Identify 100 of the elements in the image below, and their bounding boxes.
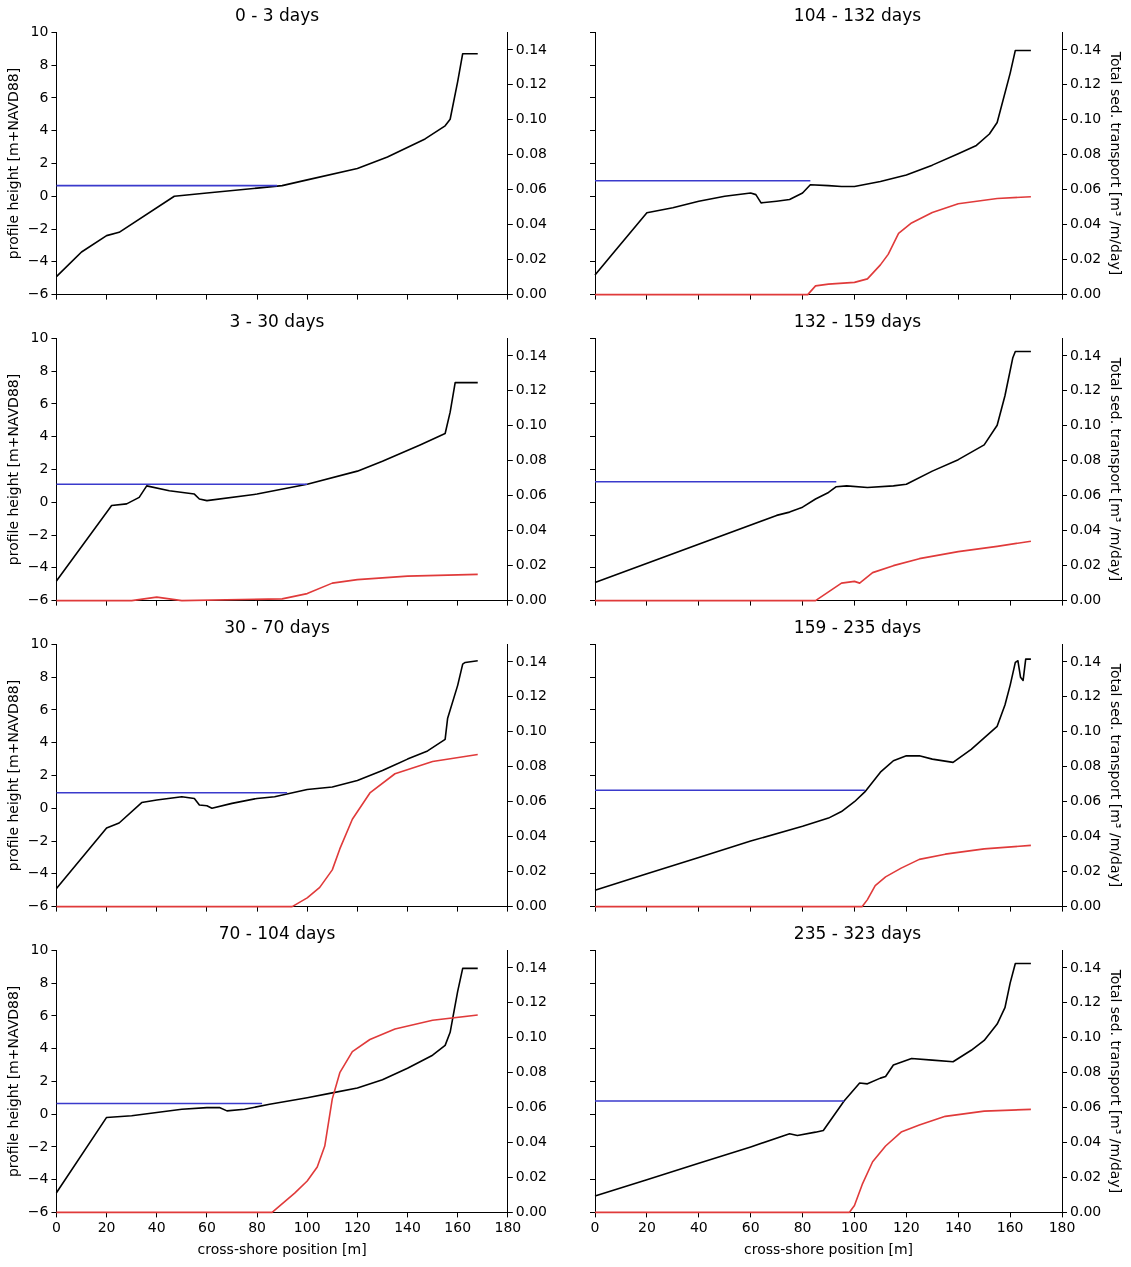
- y2-tick-label: 0.00: [515, 285, 547, 302]
- y2-tick-label: 0.06: [515, 180, 548, 197]
- x-tick-label: 160: [996, 1219, 1024, 1236]
- chart-title: 3 - 30 days: [229, 310, 325, 331]
- text: 0.08: [1070, 451, 1102, 468]
- text: 0.12: [1070, 75, 1102, 92]
- text: 0.00: [1070, 897, 1102, 914]
- text: 0.14: [1070, 958, 1102, 975]
- y-tick-label: 4: [39, 1039, 49, 1056]
- y2-tick-label: 0.12: [515, 381, 547, 398]
- y-tick-label: −4: [27, 1170, 49, 1187]
- y2-tick-label: 0.04: [515, 1133, 548, 1150]
- y2-tick-label: 0.08: [515, 757, 547, 774]
- x-axis-title: cross-shore position [m]: [743, 1241, 914, 1258]
- x-tick-label: 80: [793, 1219, 812, 1236]
- y-tick-label: −4: [27, 558, 49, 575]
- text: 0.04: [1070, 521, 1102, 538]
- y2-tick-label: 0.00: [515, 897, 547, 914]
- text: 0.00: [1070, 285, 1102, 302]
- text: 0.14: [1070, 346, 1102, 363]
- y-tick-label: 6: [39, 394, 49, 411]
- x-tick-label: 20: [637, 1219, 656, 1236]
- chart-title: 104 - 132 days: [793, 4, 922, 25]
- x-tick-label: 100: [293, 1219, 321, 1236]
- y2-tick-label: 0.12: [515, 687, 547, 704]
- y2-tick-label: 0.04: [515, 827, 548, 844]
- y-tick-label: −2: [27, 831, 49, 848]
- y-tick-label: 0: [39, 492, 49, 509]
- x-tick-label: 40: [689, 1219, 708, 1236]
- y-tick-label: 2: [39, 766, 49, 783]
- y-tick-label: 8: [39, 667, 49, 684]
- x-tick-label: 120: [892, 1219, 920, 1236]
- text: 0.10: [1070, 722, 1102, 739]
- y-tick-label: −6: [27, 591, 49, 608]
- y-tick-label: 6: [39, 1006, 49, 1023]
- text: 0.00: [1070, 591, 1102, 608]
- text: 0.00: [1070, 1203, 1102, 1220]
- y-tick-label: 8: [39, 361, 49, 378]
- text: 0.04: [1070, 215, 1102, 232]
- y2-tick-label: 0.10: [515, 110, 547, 127]
- text: 0.02: [1070, 250, 1102, 267]
- x-tick-label: 140: [394, 1219, 421, 1236]
- y-tick-label: 4: [39, 121, 49, 138]
- text: 0.12: [1070, 993, 1102, 1010]
- y2-tick-label: 0.04: [515, 521, 548, 538]
- text: 0.08: [1070, 1063, 1102, 1080]
- y2-axis-title: Total sed. transport [m³ /m/day]: [1107, 968, 1124, 1194]
- y2-tick-label: 0.14: [515, 346, 548, 363]
- x-tick-label: 40: [147, 1219, 166, 1236]
- x-tick-label: 60: [197, 1219, 216, 1236]
- text: 0.04: [1070, 1133, 1102, 1150]
- y-tick-label: −2: [27, 525, 49, 542]
- y-tick-label: 2: [39, 154, 49, 171]
- y2-tick-label: 0.14: [515, 958, 548, 975]
- x-tick-label: 180: [1048, 1219, 1076, 1236]
- y-tick-label: 0: [39, 1104, 49, 1121]
- y2-tick-label: 0.10: [515, 416, 547, 433]
- y-tick-label: −4: [27, 252, 49, 269]
- y2-tick-label: 0.08: [515, 451, 547, 468]
- y2-tick-label: 0.08: [515, 145, 547, 162]
- y2-tick-label: 0.06: [515, 1098, 548, 1115]
- chart-title: 0 - 3 days: [234, 4, 320, 25]
- y-axis-title: profile height [m+NAVD88]: [5, 67, 22, 260]
- text: 0.02: [1070, 1168, 1102, 1185]
- y-tick-label: 6: [39, 700, 49, 717]
- y-axis-title: profile height [m+NAVD88]: [5, 985, 22, 1178]
- y2-tick-label: 0.00: [515, 1203, 547, 1220]
- y2-axis-title: Total sed. transport [m³ /m/day]: [1107, 662, 1124, 888]
- text: 0.14: [1070, 652, 1102, 669]
- y-tick-label: 0: [39, 186, 49, 203]
- y2-tick-label: 0.02: [515, 250, 547, 267]
- y-tick-label: 6: [39, 88, 49, 105]
- text: 0.08: [1070, 757, 1102, 774]
- text: 0.06: [1070, 792, 1102, 809]
- x-tick-label: 100: [841, 1219, 868, 1236]
- y2-tick-label: 0.04: [515, 215, 548, 232]
- text: 0.06: [1070, 180, 1102, 197]
- y2-tick-label: 0.14: [515, 40, 548, 57]
- y-axis-title: profile height [m+NAVD88]: [5, 679, 22, 872]
- chart-title: 159 - 235 days: [793, 616, 922, 637]
- y-tick-label: −6: [27, 897, 49, 914]
- y2-tick-label: 0.10: [515, 722, 547, 739]
- text: 0.02: [1070, 556, 1102, 573]
- text: 0.12: [1070, 687, 1102, 704]
- y-tick-label: 8: [39, 55, 49, 72]
- y2-tick-label: 0.14: [515, 652, 548, 669]
- x-tick-label: 0: [51, 1219, 61, 1236]
- y-tick-label: −4: [27, 864, 49, 881]
- x-tick-label: 80: [248, 1219, 266, 1236]
- y-tick-label: 10: [30, 635, 49, 652]
- text: 0.08: [1070, 145, 1102, 162]
- y-tick-label: −6: [27, 1203, 49, 1220]
- text: 0.06: [1070, 486, 1102, 503]
- text: 0.10: [1070, 1028, 1102, 1045]
- y2-axis-title: Total sed. transport [m³ /m/day]: [1107, 356, 1124, 582]
- text: 0.12: [1070, 381, 1102, 398]
- x-tick-label: 180: [494, 1219, 522, 1236]
- x-axis-title: cross-shore position [m]: [197, 1241, 367, 1258]
- y-tick-label: 10: [30, 23, 49, 40]
- text: 0.10: [1070, 110, 1102, 127]
